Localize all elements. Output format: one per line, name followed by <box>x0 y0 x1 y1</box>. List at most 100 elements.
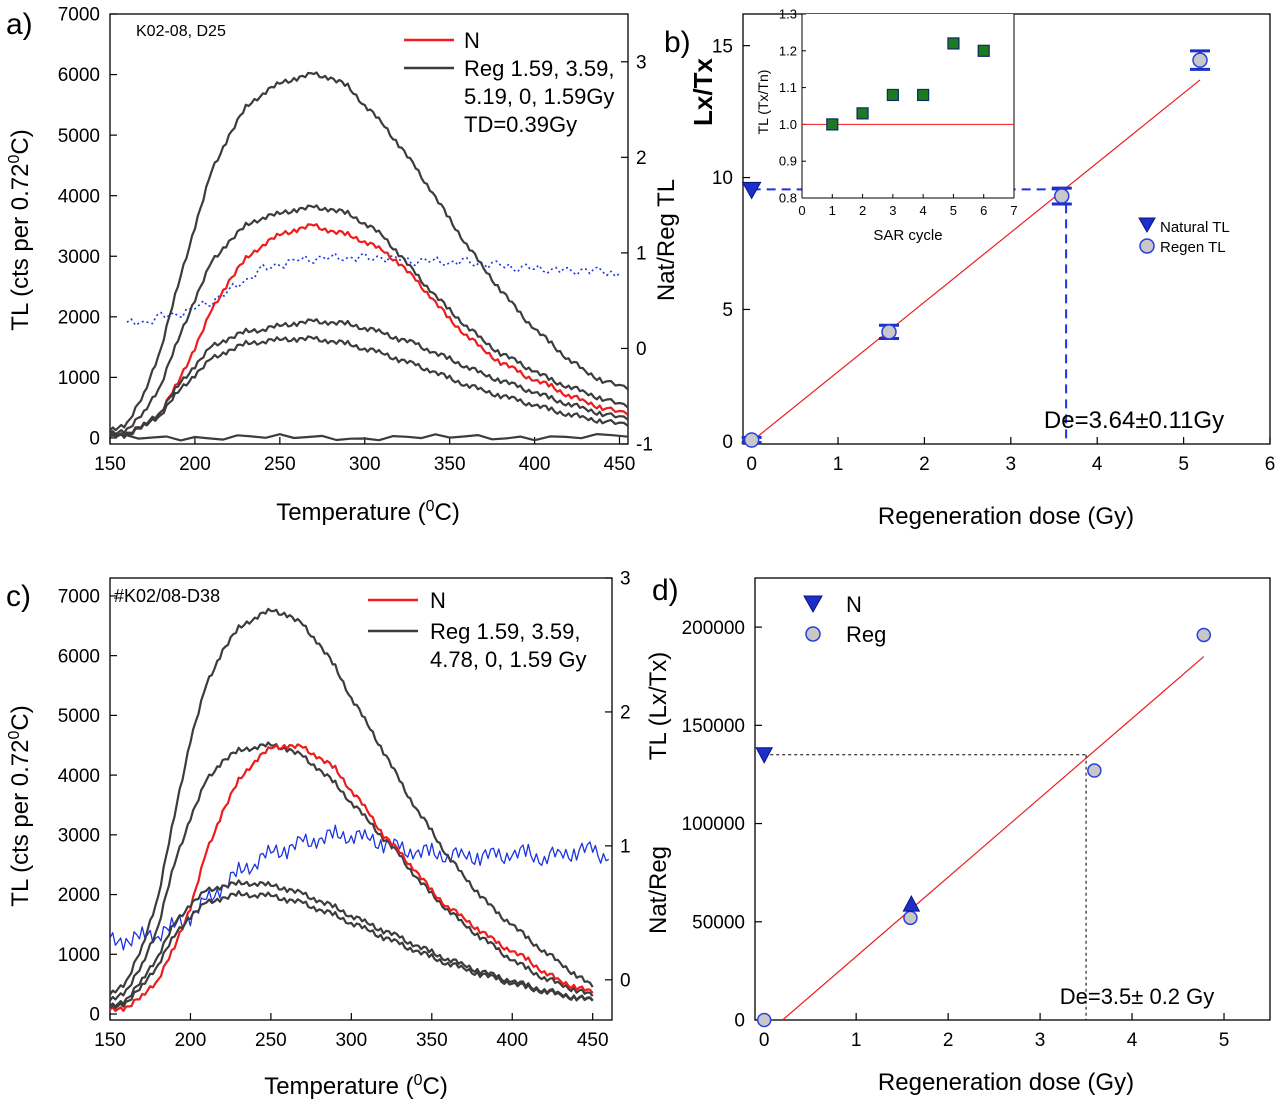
panel-d-fit-line <box>782 656 1205 1021</box>
panel-d-y-tick-label: 100000 <box>682 814 745 835</box>
panel-c-series-0 <box>110 607 594 996</box>
panel-a-x-tick-label: 400 <box>519 454 551 475</box>
panel-b-x-tick-label: 0 <box>746 454 757 475</box>
panel-d-legend-reg-label: Reg <box>846 622 886 647</box>
panel-b-inset-y-tick-label: 1.2 <box>779 43 797 58</box>
panel-b-legend-regen-marker <box>1139 238 1155 254</box>
panel-b-x-tick-label: 4 <box>1092 454 1103 475</box>
panel-a-y2-axis-label: Nat/Reg TL <box>653 179 680 301</box>
panel-a-x-axis-label: Temperature (0C) <box>276 498 460 526</box>
panel-a-legend-td: TD=0.39Gy <box>464 112 577 137</box>
panel-b-inset: 0 1 2 3 4 5 6 7 0.8 0.9 1.0 1.1 1.2 1.3 SAR cycle TL … <box>755 7 1018 245</box>
panel-b-x-tick-label: 1 <box>833 454 844 475</box>
panel-b-regen-point <box>1054 188 1070 204</box>
panel-c-series-3 <box>110 879 594 1008</box>
panel-a-series <box>110 71 628 442</box>
panel-a-x-tick-label: 450 <box>604 454 636 475</box>
panel-c-y-ticks: 0 1000 2000 3000 4000 5000 6000 7000 <box>58 587 117 1026</box>
panel-c-y-tick-label: 3000 <box>58 825 100 846</box>
panel-c-x-tick-label: 450 <box>577 1030 609 1051</box>
panel-a-y-tick-label: 3000 <box>58 247 100 268</box>
panel-d-frame <box>754 577 1271 1021</box>
panel-a-y-tick-label: 0 <box>89 429 100 450</box>
panel-a-y2-tick-label: -1 <box>636 435 653 456</box>
panel-c-x-tick-label: 150 <box>94 1030 126 1051</box>
panel-b-inset-content: 0 1 2 3 4 5 6 7 0.8 0.9 1.0 1.1 1.2 1.3 <box>779 7 1018 219</box>
panel-a-ratio-series <box>126 252 620 327</box>
panel-d-y-axis-label-secondary: Nat/Reg <box>645 846 672 934</box>
panel-d-x-tick-label: 2 <box>943 1030 954 1051</box>
panel-c-ratio-line <box>110 824 610 951</box>
panel-d-regen-point <box>903 910 918 926</box>
panel-c-legend: N Reg 1.59, 3.59, 4.78, 0, 1.59 Gy <box>368 588 587 672</box>
panel-b-inset-x-tick-label: 1 <box>829 203 836 218</box>
panel-a-y2-ticks: -1 0 1 2 3 <box>621 52 653 456</box>
panel-b-y-tick-label: 10 <box>712 168 733 189</box>
panel-a-y-ticks: 0 1000 2000 3000 4000 5000 6000 7000 <box>58 5 117 450</box>
panel-b-y-axis-label: Lx/Tx <box>688 58 718 126</box>
panel-b-x-tick-label: 5 <box>1178 454 1189 475</box>
panel-c-y-tick-label: 6000 <box>58 646 100 667</box>
panel-c-y-tick-label: 4000 <box>58 766 100 787</box>
panel-d-natural-extra-point <box>902 895 921 912</box>
panel-b-label: b) <box>664 26 691 59</box>
panel-d-y-ticks: 0 50000 100000 150000 200000 <box>682 618 762 1032</box>
panel-c-y2-tick-label: 3 <box>620 569 631 590</box>
panel-c-y2-ticks: 0 1 2 3 <box>605 569 631 991</box>
panel-b-x-tick-label: 3 <box>1006 454 1017 475</box>
panel-b-inset-x-tick-label: 3 <box>889 203 896 218</box>
panel-d-y-tick-label: 150000 <box>682 716 745 737</box>
panel-a-y-tick-label: 2000 <box>58 307 100 328</box>
panel-a-y-axis-label: TL (cts per 0.720C) <box>6 129 34 330</box>
panel-c-x-axis-label: Temperature (0C) <box>264 1072 448 1100</box>
panel-a-legend-reg-label: Reg 1.59, 3.59, <box>464 56 614 81</box>
panel-b-inset-x-tick-label: 0 <box>798 203 805 218</box>
panel-b-regen-point <box>743 432 760 448</box>
panel-c-series-2 <box>110 743 594 1013</box>
panel-d-y-tick-label: 50000 <box>692 912 745 933</box>
panel-c: c) 150 200 250 300 350 400 450 0 1000 2000 3000 40… <box>6 569 631 1100</box>
panel-c-series <box>110 607 594 1013</box>
panel-a-y-tick-label: 4000 <box>58 186 100 207</box>
panel-b-inset-x-tick-label: 2 <box>859 203 866 218</box>
panel-c-legend-reg-label: Reg 1.59, 3.59, <box>430 619 580 644</box>
panel-b-inset-point <box>947 37 960 50</box>
panel-d-x-tick-label: 4 <box>1127 1030 1138 1051</box>
panel-d-regen-point <box>756 1012 772 1028</box>
panel-d-regen-point <box>1196 627 1212 643</box>
panel-c-y2-tick-label: 1 <box>620 837 631 858</box>
panel-a-x-tick-label: 300 <box>349 454 381 475</box>
panel-b-de-annotation: De=3.64±0.11Gy <box>1044 407 1224 434</box>
panel-b-x-ticks: 0 1 2 3 4 5 6 <box>746 437 1275 475</box>
panel-a-sample-id: K02-08, D25 <box>136 23 226 40</box>
panel-d-x-tick-label: 1 <box>851 1030 862 1051</box>
panel-d-x-ticks: 0 1 2 3 4 5 <box>759 1013 1229 1051</box>
panel-b-inset-y-tick-label: 0.8 <box>779 191 797 206</box>
panel-c-series-1 <box>110 741 594 1002</box>
panel-a-x-tick-label: 200 <box>179 454 211 475</box>
panel-d-x-tick-label: 0 <box>759 1030 770 1051</box>
panel-d-x-tick-label: 5 <box>1219 1030 1230 1051</box>
panel-b-x-axis-label: Regeneration dose (Gy) <box>878 503 1134 530</box>
panel-c-y-tick-label: 7000 <box>58 587 100 608</box>
panel-d: d) 0 1 2 3 4 5 0 50000 100000 150000 200000 N Reg… <box>645 574 1271 1096</box>
panel-a-legend: N Reg 1.59, 3.59, 5.19, 0, 1.59Gy TD=0.3… <box>404 28 614 137</box>
panel-c-y2-tick-label: 2 <box>620 703 631 724</box>
panel-b-legend-natural-marker <box>1138 217 1156 234</box>
panel-a-y-tick-label: 7000 <box>58 5 100 26</box>
panel-b-inset-point <box>826 118 839 131</box>
panel-a-x-ticks: 150 200 250 300 350 400 450 <box>94 437 635 475</box>
panel-b-inset-y-label: TL (Tx/Tn) <box>755 70 771 135</box>
panel-c-sample-id: #K02/08-D38 <box>114 586 220 606</box>
panel-b-inset-x-tick-label: 4 <box>920 203 927 218</box>
panel-a-series-3 <box>110 318 628 438</box>
panel-c-y-axis-label: TL (cts per 0.720C) <box>6 705 34 906</box>
panel-b-y-tick-label: 15 <box>712 36 733 57</box>
panel-b-legend-regen-label: Regen TL <box>1160 239 1226 256</box>
panel-c-x-ticks: 150 200 250 300 350 400 450 <box>94 1013 609 1051</box>
panel-c-y2-tick-label: 0 <box>620 970 631 991</box>
panel-a-legend-reg-label-cont: 5.19, 0, 1.59Gy <box>464 84 614 109</box>
panel-a-x-tick-label: 250 <box>264 454 296 475</box>
panel-c-x-tick-label: 400 <box>496 1030 528 1051</box>
